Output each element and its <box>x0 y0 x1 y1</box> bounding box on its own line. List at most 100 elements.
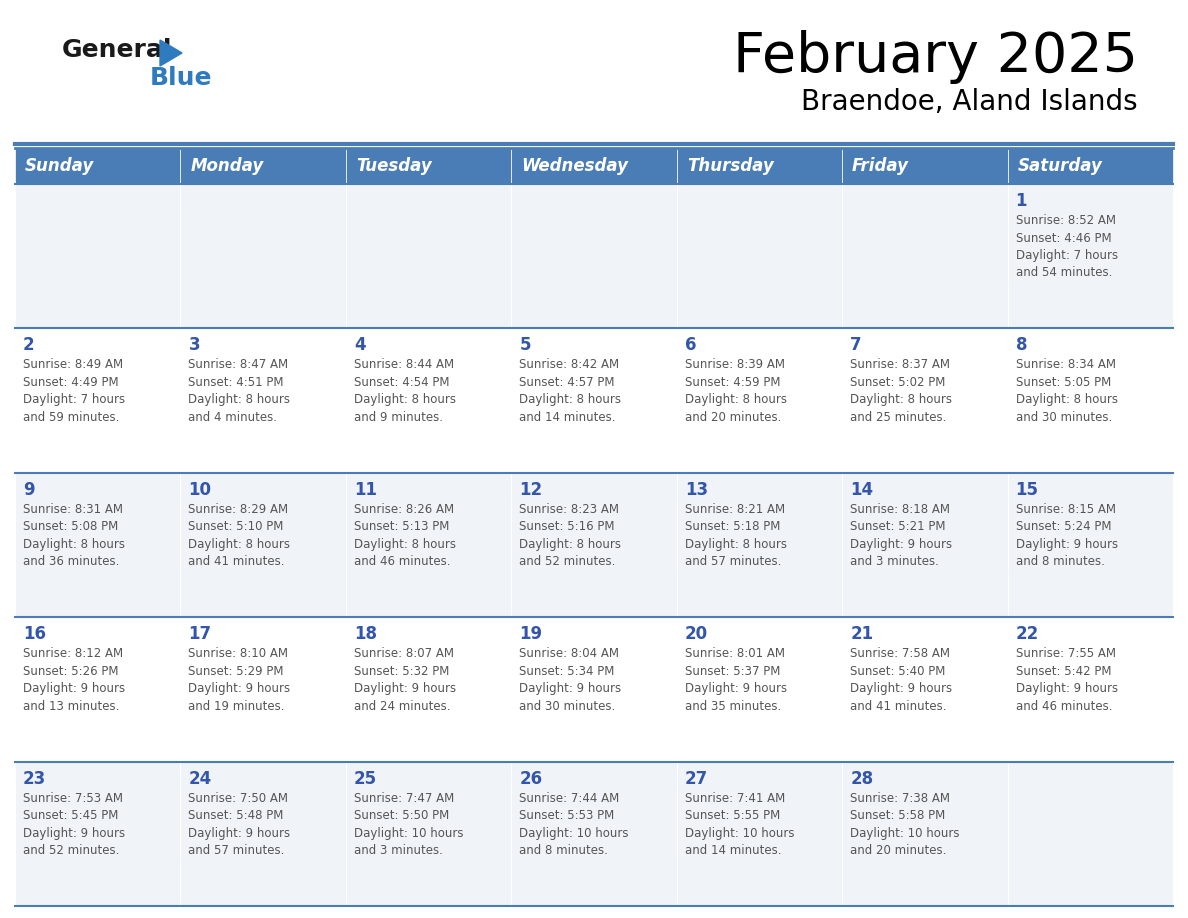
Text: Sunrise: 8:21 AM
Sunset: 5:18 PM
Daylight: 8 hours
and 57 minutes.: Sunrise: 8:21 AM Sunset: 5:18 PM Dayligh… <box>684 503 786 568</box>
Bar <box>842 184 1007 329</box>
Text: 14: 14 <box>851 481 873 498</box>
Text: Braendoe, Aland Islands: Braendoe, Aland Islands <box>802 88 1138 116</box>
Text: February 2025: February 2025 <box>733 30 1138 84</box>
Text: Monday: Monday <box>190 157 264 175</box>
Bar <box>181 329 346 473</box>
Bar <box>1007 473 1173 617</box>
Text: Sunrise: 8:37 AM
Sunset: 5:02 PM
Daylight: 8 hours
and 25 minutes.: Sunrise: 8:37 AM Sunset: 5:02 PM Dayligh… <box>851 358 952 424</box>
Bar <box>1007 148 1173 184</box>
Text: Blue: Blue <box>150 66 213 90</box>
Text: 8: 8 <box>1016 336 1028 354</box>
Text: 20: 20 <box>684 625 708 644</box>
Text: Sunrise: 7:44 AM
Sunset: 5:53 PM
Daylight: 10 hours
and 8 minutes.: Sunrise: 7:44 AM Sunset: 5:53 PM Dayligh… <box>519 791 628 857</box>
Bar <box>15 473 181 617</box>
Bar <box>677 184 842 329</box>
Text: 16: 16 <box>23 625 46 644</box>
Text: 21: 21 <box>851 625 873 644</box>
Text: Sunrise: 7:55 AM
Sunset: 5:42 PM
Daylight: 9 hours
and 46 minutes.: Sunrise: 7:55 AM Sunset: 5:42 PM Dayligh… <box>1016 647 1118 712</box>
Polygon shape <box>160 40 182 66</box>
Bar <box>346 762 511 906</box>
Bar <box>677 617 842 762</box>
Text: 26: 26 <box>519 769 543 788</box>
Bar <box>677 473 842 617</box>
Bar <box>842 329 1007 473</box>
Text: Thursday: Thursday <box>687 157 773 175</box>
Text: 24: 24 <box>189 769 211 788</box>
Text: 2: 2 <box>23 336 34 354</box>
Text: Sunrise: 8:01 AM
Sunset: 5:37 PM
Daylight: 9 hours
and 35 minutes.: Sunrise: 8:01 AM Sunset: 5:37 PM Dayligh… <box>684 647 786 712</box>
Bar <box>511 329 677 473</box>
Bar <box>1007 184 1173 329</box>
Text: Sunrise: 8:04 AM
Sunset: 5:34 PM
Daylight: 9 hours
and 30 minutes.: Sunrise: 8:04 AM Sunset: 5:34 PM Dayligh… <box>519 647 621 712</box>
Bar <box>15 617 181 762</box>
Text: Sunrise: 7:38 AM
Sunset: 5:58 PM
Daylight: 10 hours
and 20 minutes.: Sunrise: 7:38 AM Sunset: 5:58 PM Dayligh… <box>851 791 960 857</box>
Text: Sunday: Sunday <box>25 157 94 175</box>
Bar <box>677 148 842 184</box>
Bar <box>842 617 1007 762</box>
Text: Sunrise: 8:10 AM
Sunset: 5:29 PM
Daylight: 9 hours
and 19 minutes.: Sunrise: 8:10 AM Sunset: 5:29 PM Dayligh… <box>189 647 291 712</box>
Text: Sunrise: 7:50 AM
Sunset: 5:48 PM
Daylight: 9 hours
and 57 minutes.: Sunrise: 7:50 AM Sunset: 5:48 PM Dayligh… <box>189 791 291 857</box>
Bar <box>511 148 677 184</box>
Bar <box>15 329 181 473</box>
Text: Sunrise: 8:29 AM
Sunset: 5:10 PM
Daylight: 8 hours
and 41 minutes.: Sunrise: 8:29 AM Sunset: 5:10 PM Dayligh… <box>189 503 290 568</box>
Text: Wednesday: Wednesday <box>522 157 628 175</box>
Text: 12: 12 <box>519 481 543 498</box>
Bar <box>15 184 181 329</box>
Text: 7: 7 <box>851 336 861 354</box>
Bar <box>346 148 511 184</box>
Text: 5: 5 <box>519 336 531 354</box>
Text: Sunrise: 8:23 AM
Sunset: 5:16 PM
Daylight: 8 hours
and 52 minutes.: Sunrise: 8:23 AM Sunset: 5:16 PM Dayligh… <box>519 503 621 568</box>
Bar <box>346 329 511 473</box>
Text: 4: 4 <box>354 336 366 354</box>
Text: 19: 19 <box>519 625 543 644</box>
Text: Sunrise: 8:18 AM
Sunset: 5:21 PM
Daylight: 9 hours
and 3 minutes.: Sunrise: 8:18 AM Sunset: 5:21 PM Dayligh… <box>851 503 953 568</box>
Bar <box>511 617 677 762</box>
Text: Sunrise: 8:39 AM
Sunset: 4:59 PM
Daylight: 8 hours
and 20 minutes.: Sunrise: 8:39 AM Sunset: 4:59 PM Dayligh… <box>684 358 786 424</box>
Text: Tuesday: Tuesday <box>356 157 431 175</box>
Text: 27: 27 <box>684 769 708 788</box>
Text: Sunrise: 8:52 AM
Sunset: 4:46 PM
Daylight: 7 hours
and 54 minutes.: Sunrise: 8:52 AM Sunset: 4:46 PM Dayligh… <box>1016 214 1118 279</box>
Bar <box>677 329 842 473</box>
Bar <box>1007 617 1173 762</box>
Bar <box>1007 762 1173 906</box>
Text: 6: 6 <box>684 336 696 354</box>
Bar <box>346 473 511 617</box>
Text: Sunrise: 7:58 AM
Sunset: 5:40 PM
Daylight: 9 hours
and 41 minutes.: Sunrise: 7:58 AM Sunset: 5:40 PM Dayligh… <box>851 647 953 712</box>
Bar <box>181 762 346 906</box>
Text: Sunrise: 7:47 AM
Sunset: 5:50 PM
Daylight: 10 hours
and 3 minutes.: Sunrise: 7:47 AM Sunset: 5:50 PM Dayligh… <box>354 791 463 857</box>
Text: Sunrise: 8:12 AM
Sunset: 5:26 PM
Daylight: 9 hours
and 13 minutes.: Sunrise: 8:12 AM Sunset: 5:26 PM Dayligh… <box>23 647 125 712</box>
Text: 22: 22 <box>1016 625 1038 644</box>
Text: Sunrise: 8:07 AM
Sunset: 5:32 PM
Daylight: 9 hours
and 24 minutes.: Sunrise: 8:07 AM Sunset: 5:32 PM Dayligh… <box>354 647 456 712</box>
Bar <box>181 148 346 184</box>
Text: Sunrise: 8:49 AM
Sunset: 4:49 PM
Daylight: 7 hours
and 59 minutes.: Sunrise: 8:49 AM Sunset: 4:49 PM Dayligh… <box>23 358 125 424</box>
Text: Saturday: Saturday <box>1018 157 1102 175</box>
Text: Sunrise: 8:34 AM
Sunset: 5:05 PM
Daylight: 8 hours
and 30 minutes.: Sunrise: 8:34 AM Sunset: 5:05 PM Dayligh… <box>1016 358 1118 424</box>
Bar <box>346 184 511 329</box>
Bar <box>511 473 677 617</box>
Bar <box>181 617 346 762</box>
Text: Sunrise: 8:31 AM
Sunset: 5:08 PM
Daylight: 8 hours
and 36 minutes.: Sunrise: 8:31 AM Sunset: 5:08 PM Dayligh… <box>23 503 125 568</box>
Text: Sunrise: 8:42 AM
Sunset: 4:57 PM
Daylight: 8 hours
and 14 minutes.: Sunrise: 8:42 AM Sunset: 4:57 PM Dayligh… <box>519 358 621 424</box>
Bar <box>181 184 346 329</box>
Bar <box>181 473 346 617</box>
Bar <box>1007 329 1173 473</box>
Text: Sunrise: 8:26 AM
Sunset: 5:13 PM
Daylight: 8 hours
and 46 minutes.: Sunrise: 8:26 AM Sunset: 5:13 PM Dayligh… <box>354 503 456 568</box>
Bar <box>15 148 181 184</box>
Text: 15: 15 <box>1016 481 1038 498</box>
Text: General: General <box>62 38 172 62</box>
Text: 11: 11 <box>354 481 377 498</box>
Text: Sunrise: 8:44 AM
Sunset: 4:54 PM
Daylight: 8 hours
and 9 minutes.: Sunrise: 8:44 AM Sunset: 4:54 PM Dayligh… <box>354 358 456 424</box>
Text: 3: 3 <box>189 336 200 354</box>
Text: 1: 1 <box>1016 192 1028 210</box>
Text: Sunrise: 8:47 AM
Sunset: 4:51 PM
Daylight: 8 hours
and 4 minutes.: Sunrise: 8:47 AM Sunset: 4:51 PM Dayligh… <box>189 358 290 424</box>
Bar <box>15 762 181 906</box>
Text: Friday: Friday <box>852 157 909 175</box>
Text: Sunrise: 7:53 AM
Sunset: 5:45 PM
Daylight: 9 hours
and 52 minutes.: Sunrise: 7:53 AM Sunset: 5:45 PM Dayligh… <box>23 791 125 857</box>
Bar <box>511 184 677 329</box>
Text: 25: 25 <box>354 769 377 788</box>
Text: 13: 13 <box>684 481 708 498</box>
Bar <box>842 473 1007 617</box>
Text: Sunrise: 8:15 AM
Sunset: 5:24 PM
Daylight: 9 hours
and 8 minutes.: Sunrise: 8:15 AM Sunset: 5:24 PM Dayligh… <box>1016 503 1118 568</box>
Text: Sunrise: 7:41 AM
Sunset: 5:55 PM
Daylight: 10 hours
and 14 minutes.: Sunrise: 7:41 AM Sunset: 5:55 PM Dayligh… <box>684 791 795 857</box>
Text: 28: 28 <box>851 769 873 788</box>
